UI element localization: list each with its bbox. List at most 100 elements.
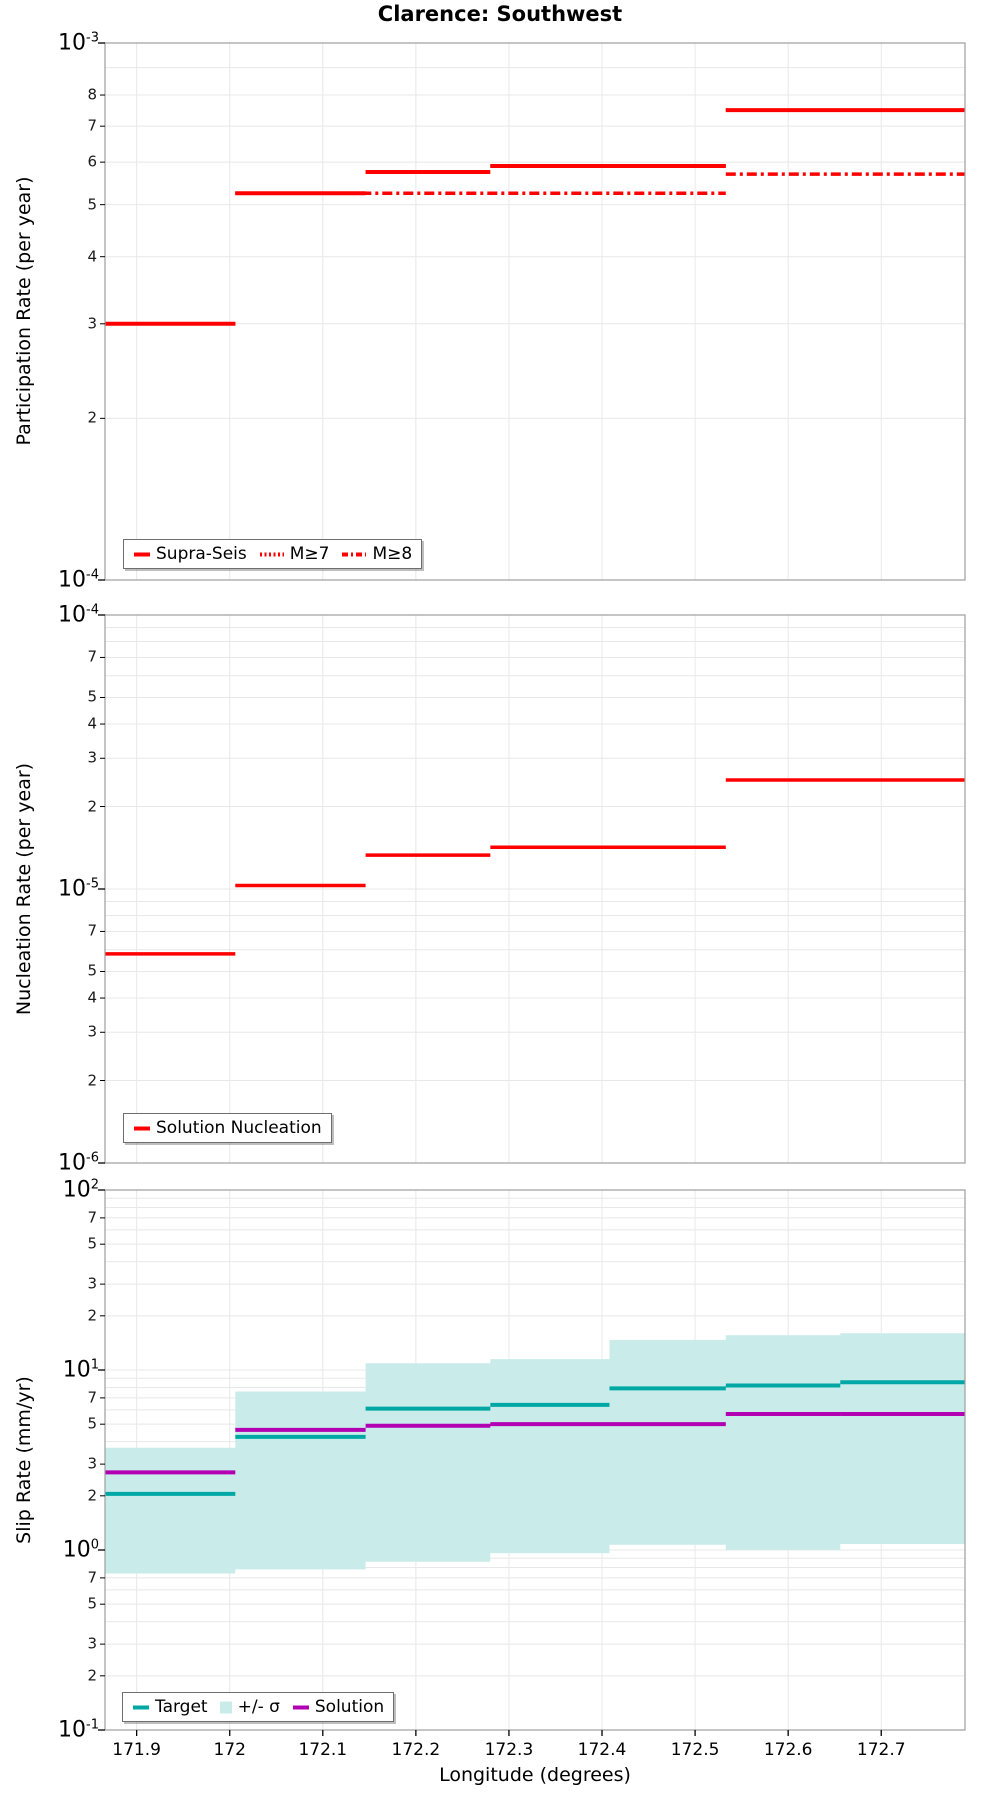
y-minor-tick-label: 5 <box>87 687 97 706</box>
legend-plot-1: Supra-Seis M≥7 M≥8 <box>123 539 423 569</box>
y-minor-tick-label: 5 <box>87 1594 97 1613</box>
y-major-tick-base: 10 <box>62 1357 91 1383</box>
series-line-solution-nucleation <box>105 778 965 956</box>
y-major-tick-base: 10 <box>62 1537 91 1563</box>
y-minor-tick-label: 2 <box>87 1666 97 1685</box>
y-minor-tick-label: 2 <box>87 408 97 427</box>
y-major-tick-exponent: 0 <box>90 1537 99 1553</box>
y-major-tick-exponent: 1 <box>90 1357 99 1373</box>
y-minor-tick-label: 5 <box>87 961 97 980</box>
legend-item: M≥8 <box>341 544 412 564</box>
series-line-m-8 <box>105 172 965 326</box>
legend-plot-3: Target +/- σ Solution <box>122 1692 395 1722</box>
x-tick-label: 172.4 <box>577 1740 627 1760</box>
series-line-solution <box>105 1411 965 1475</box>
y-major-tick-exponent: -4 <box>86 602 99 618</box>
series-line-supra-seis <box>105 108 965 326</box>
y-minor-tick-label: 5 <box>87 1234 97 1253</box>
y-major-tick-label: 10-5 <box>58 877 99 900</box>
x-tick-label: 172.2 <box>391 1740 441 1760</box>
legend-label: +/- σ <box>237 1697 280 1717</box>
y-minor-tick-label: 6 <box>87 152 97 171</box>
y-minor-tick-label: 3 <box>87 1634 97 1653</box>
series-line-target <box>105 1380 965 1496</box>
y-minor-tick-label: 4 <box>87 247 97 266</box>
y-axis-title-nucleation-rate: Nucleation Rate (per year) <box>13 762 35 1016</box>
y-major-tick-exponent: -4 <box>86 567 99 583</box>
y-major-tick-base: 10 <box>58 30 87 56</box>
y-major-tick-exponent: -6 <box>86 1150 99 1166</box>
y-minor-tick-label: 7 <box>87 647 97 666</box>
y-major-tick-exponent: -3 <box>86 30 99 46</box>
y-minor-tick-label: 3 <box>87 314 97 333</box>
solid-line-icon <box>134 1126 150 1130</box>
y-major-tick-exponent: -1 <box>86 1717 99 1733</box>
legend-label: Supra-Seis <box>156 544 247 564</box>
y-major-tick-label: 101 <box>63 1358 99 1381</box>
y-minor-tick-label: 2 <box>87 1306 97 1325</box>
y-major-tick-base: 10 <box>58 876 87 902</box>
dashdot-line-icon <box>342 552 367 556</box>
legend-item: M≥7 <box>259 544 329 564</box>
y-major-tick-label: 102 <box>63 1178 99 1201</box>
y-major-tick-label: 10-4 <box>58 603 99 626</box>
legend-plot-2: Solution Nucleation <box>123 1113 332 1143</box>
y-minor-tick-label: 7 <box>87 1388 97 1407</box>
x-tick-label: 172.3 <box>484 1740 534 1760</box>
y-minor-tick-label: 5 <box>87 1414 97 1433</box>
y-major-tick-base: 10 <box>58 602 87 628</box>
band-patch-icon <box>219 1701 232 1713</box>
legend-item: +/- σ <box>219 1697 280 1717</box>
y-axis-title-participation-rate: Participation Rate (per year) <box>13 176 35 446</box>
y-minor-tick-label: 3 <box>87 1274 97 1293</box>
y-minor-tick-label: 4 <box>87 714 97 733</box>
y-major-tick-base: 10 <box>62 1177 91 1203</box>
x-tick-label: 171.9 <box>112 1740 161 1760</box>
x-tick-label: 172.5 <box>670 1740 720 1760</box>
y-minor-tick-label: 8 <box>87 85 97 104</box>
y-axis-title-slip-rate: Slip Rate (mm/yr) <box>13 1376 35 1544</box>
y-minor-tick-label: 7 <box>87 921 97 940</box>
legend-label: M≥8 <box>372 544 413 564</box>
y-major-tick-exponent: 2 <box>90 1177 99 1193</box>
legend-item: Solution <box>292 1697 384 1717</box>
y-minor-tick-label: 2 <box>87 1486 97 1505</box>
y-minor-tick-label: 2 <box>87 1071 97 1090</box>
plot-border <box>104 1189 966 1731</box>
solid-line-icon <box>133 1705 149 1709</box>
y-major-tick-label: 10-1 <box>58 1718 99 1741</box>
legend-item: Target <box>132 1697 208 1717</box>
figure-title: Clarence: Southwest <box>377 2 623 26</box>
y-minor-tick-label: 2 <box>87 797 97 816</box>
x-axis-title: Longitude (degrees) <box>439 1764 631 1786</box>
y-minor-tick-label: 7 <box>87 116 97 135</box>
x-tick-label: 172.6 <box>763 1740 813 1760</box>
x-tick-label: 172 <box>213 1740 246 1760</box>
y-major-tick-label: 10-4 <box>58 568 99 591</box>
band-swatch-rect <box>219 1701 232 1713</box>
sigma-band-area <box>105 1333 965 1574</box>
dotted-line-icon <box>259 552 284 556</box>
x-tick-label: 172.1 <box>298 1740 348 1760</box>
y-major-tick-label: 10-3 <box>58 31 99 54</box>
y-minor-tick-label: 7 <box>87 1568 97 1587</box>
plot-border <box>104 42 966 581</box>
y-major-tick-exponent: -5 <box>86 876 99 892</box>
x-tick-label: 172.7 <box>856 1740 906 1760</box>
legend-item: Solution Nucleation <box>133 1118 322 1138</box>
y-major-tick-base: 10 <box>58 567 87 593</box>
solid-line-icon <box>292 1705 309 1709</box>
legend-label: Solution Nucleation <box>156 1118 322 1138</box>
y-minor-tick-label: 4 <box>87 988 97 1007</box>
y-minor-tick-label: 7 <box>87 1208 97 1227</box>
y-major-tick-base: 10 <box>58 1150 87 1176</box>
legend-label: Solution <box>314 1697 385 1717</box>
solid-line-icon <box>134 552 150 556</box>
y-major-tick-label: 10-6 <box>58 1151 99 1174</box>
y-major-tick-label: 100 <box>63 1538 99 1561</box>
series-line-m-7 <box>105 108 965 326</box>
legend-label: Target <box>155 1697 208 1717</box>
legend-item: Supra-Seis <box>133 544 247 564</box>
